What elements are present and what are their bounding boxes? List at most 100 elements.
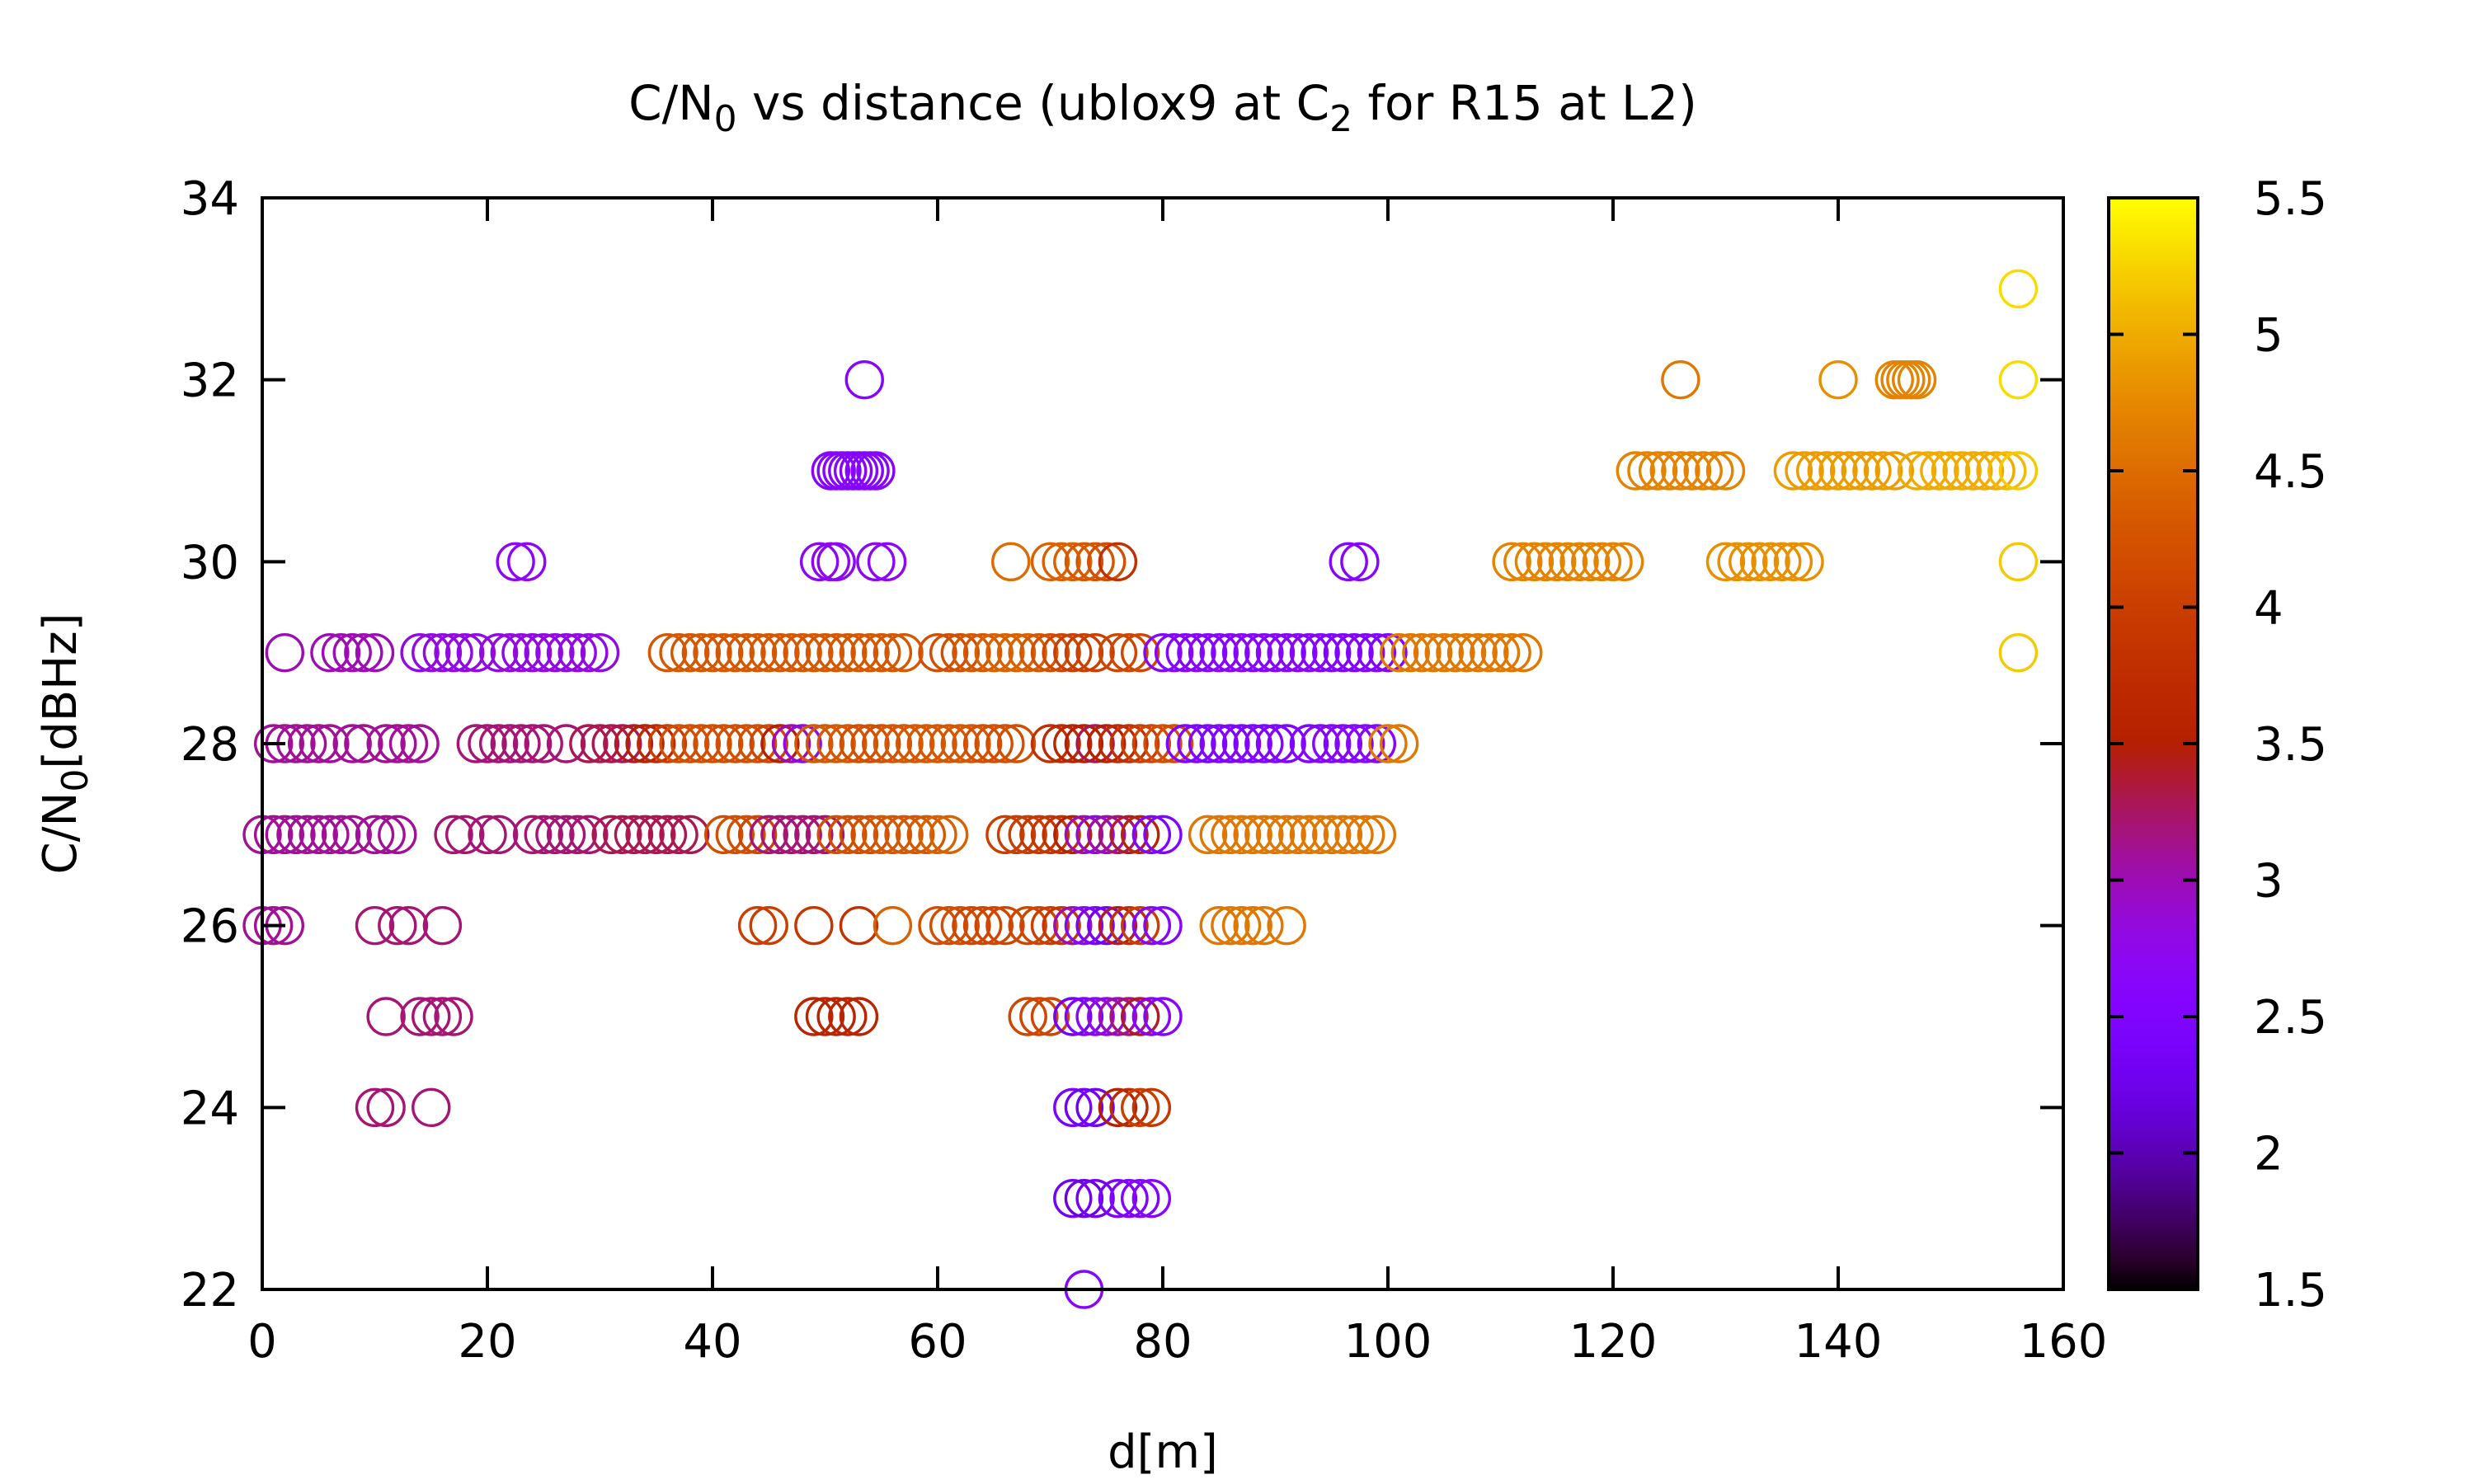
data-point	[1480, 632, 1521, 673]
data-point	[839, 905, 879, 946]
data-point	[1729, 542, 1768, 582]
data-point	[794, 905, 834, 946]
data-point	[1537, 542, 1577, 582]
data-point	[828, 724, 868, 763]
colorbar-ticks: 1.5 2 2.5 3 3.5 4 4.5 5 5.5	[2109, 172, 2327, 1317]
data-point	[1672, 451, 1712, 491]
data-point	[1064, 997, 1104, 1036]
data-point	[952, 905, 991, 946]
data-point	[1616, 451, 1656, 491]
data-point	[580, 632, 620, 673]
data-point	[884, 632, 924, 673]
data-point	[1120, 815, 1160, 855]
data-point	[1604, 542, 1644, 582]
data-point	[1131, 1178, 1172, 1219]
data-point	[1120, 997, 1160, 1036]
data-point	[1638, 451, 1678, 491]
data-point	[1649, 451, 1689, 491]
data-point	[603, 724, 642, 763]
data-point	[799, 542, 840, 582]
colorbar-tick-label: 3	[2254, 855, 2284, 909]
data-point	[456, 632, 496, 673]
data-point	[1165, 724, 1206, 763]
data-point	[1075, 905, 1115, 946]
data-point	[1503, 632, 1543, 673]
data-point	[996, 724, 1037, 763]
data-point	[1177, 632, 1216, 673]
data-point	[783, 724, 822, 763]
data-point	[569, 724, 609, 763]
data-point	[794, 724, 834, 763]
data-point	[1402, 632, 1442, 673]
data-point	[962, 724, 1003, 763]
data-point	[1233, 724, 1272, 763]
data-point	[1211, 815, 1250, 855]
data-point	[1019, 632, 1059, 673]
data-point	[1300, 815, 1340, 855]
data-point	[906, 815, 947, 855]
data-point	[850, 724, 890, 763]
data-point	[332, 815, 372, 855]
data-point	[805, 724, 845, 763]
data-point	[1199, 815, 1239, 855]
data-point	[1098, 542, 1138, 582]
data-point	[771, 815, 811, 855]
data-point	[253, 815, 294, 855]
data-point	[1109, 724, 1149, 763]
data-point	[1897, 451, 1937, 491]
data-point	[749, 815, 788, 855]
data-point	[1413, 632, 1453, 673]
data-point	[940, 632, 981, 673]
data-point	[1390, 632, 1431, 673]
data-point	[1030, 724, 1070, 763]
data-point	[1312, 815, 1352, 855]
data-point	[1683, 451, 1723, 491]
data-point	[962, 632, 1003, 673]
data-point	[760, 632, 800, 673]
data-point	[1143, 997, 1183, 1036]
data-point	[1334, 815, 1374, 855]
data-point	[794, 632, 834, 673]
data-point	[1211, 724, 1250, 763]
data-point	[1131, 997, 1172, 1036]
data-point	[1503, 542, 1543, 582]
data-point	[1717, 542, 1757, 582]
data-point	[872, 905, 913, 946]
data-point	[1357, 724, 1397, 763]
data-point	[1064, 632, 1104, 673]
data-point	[321, 815, 361, 855]
colorbar-tick-label: 2	[2254, 1128, 2284, 1181]
x-tick-label: 80	[1133, 1315, 1192, 1369]
data-point	[816, 997, 856, 1036]
data-point	[1120, 905, 1160, 946]
data-point	[1829, 451, 1870, 491]
data-point	[445, 815, 485, 855]
data-point	[872, 815, 913, 855]
data-point	[253, 905, 294, 946]
data-point	[524, 815, 563, 855]
data-point	[1368, 632, 1408, 673]
colorbar-tick-label: 4.5	[2254, 445, 2327, 499]
data-point	[1312, 724, 1352, 763]
data-point	[1897, 359, 1937, 400]
data-point	[1221, 724, 1262, 763]
data-point	[1661, 359, 1700, 400]
data-point	[378, 724, 417, 763]
data-point	[1582, 542, 1622, 582]
data-point	[1008, 632, 1047, 673]
data-point	[1154, 724, 1194, 763]
data-point	[1120, 1087, 1160, 1128]
data-point	[1818, 451, 1858, 491]
data-point	[1570, 542, 1611, 582]
data-point	[805, 632, 845, 673]
data-point	[1075, 997, 1115, 1036]
data-point	[647, 815, 688, 855]
data-point	[918, 724, 957, 763]
data-point	[1627, 451, 1667, 491]
data-point	[1221, 815, 1262, 855]
data-point	[805, 997, 845, 1036]
data-point	[478, 724, 519, 763]
data-point	[974, 724, 1014, 763]
data-point	[1795, 451, 1836, 491]
